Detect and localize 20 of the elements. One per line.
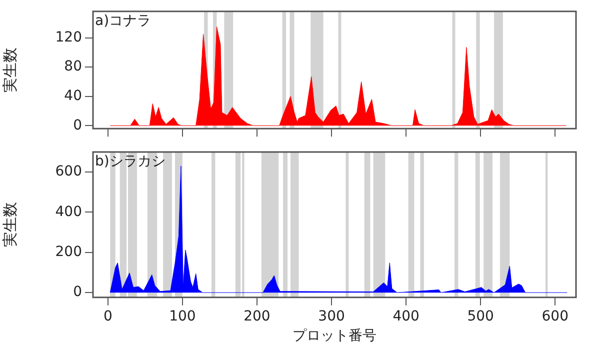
x-tick-label: 200 <box>244 308 270 324</box>
y-tick-label: 0 <box>73 284 82 300</box>
chart-title: a)コナラ <box>95 13 152 30</box>
y-tick-label: 200 <box>55 244 82 260</box>
x-tick-label: 400 <box>392 308 420 324</box>
x-tick-label: 600 <box>542 308 568 324</box>
x-tick-label: 300 <box>318 308 345 324</box>
y-axis-title: 実生数 <box>0 202 19 248</box>
chart-title: b)シラカシ <box>95 154 166 170</box>
y-tick-label: 400 <box>55 204 82 220</box>
x-tick-label: 0 <box>103 308 112 324</box>
y-tick-label: 600 <box>55 164 82 180</box>
y-tick-label: 120 <box>55 29 82 46</box>
x-axis-title: プロット番号 <box>292 328 376 344</box>
y-tick-label: 0 <box>73 117 82 134</box>
x-tick-label: 500 <box>467 308 494 324</box>
x-tick-label: 100 <box>169 308 196 324</box>
y-tick-label: 40 <box>64 88 82 104</box>
y-axis-title: 実生数 <box>0 48 19 92</box>
y-tick-label: 80 <box>64 58 82 75</box>
